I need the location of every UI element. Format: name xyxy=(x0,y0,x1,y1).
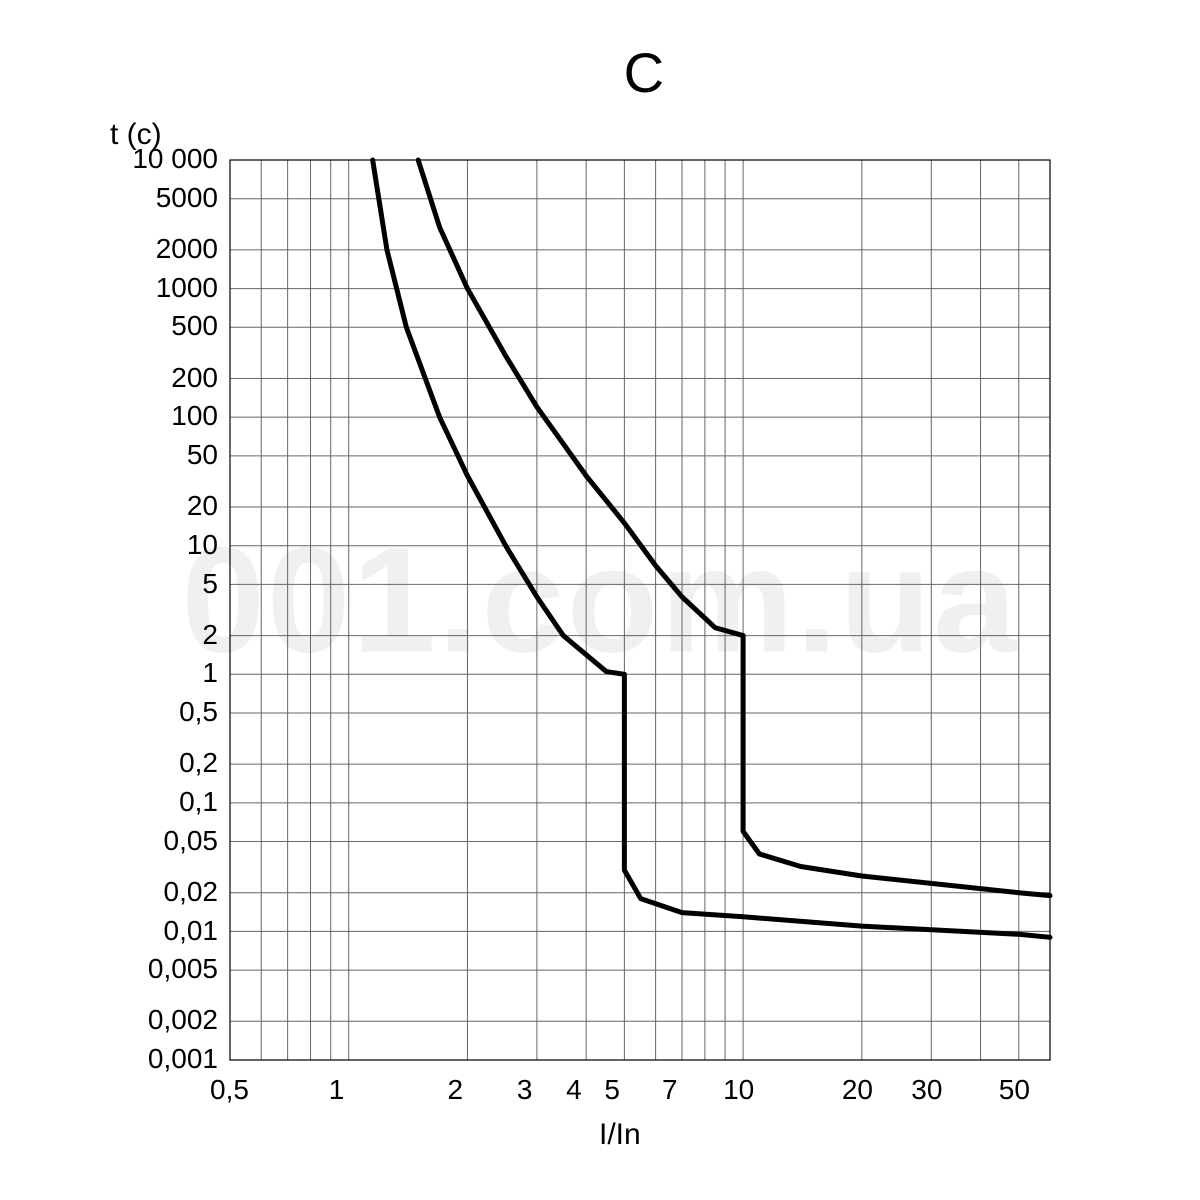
y-tick-label: 2000 xyxy=(156,233,218,265)
x-tick-label: 20 xyxy=(842,1074,873,1106)
y-tick-label: 2 xyxy=(202,619,218,651)
x-tick-label: 7 xyxy=(662,1074,678,1106)
y-tick-label: 0,001 xyxy=(148,1043,218,1075)
y-tick-label: 20 xyxy=(187,490,218,522)
y-tick-label: 50 xyxy=(187,439,218,471)
x-tick-label: 5 xyxy=(604,1074,620,1106)
x-tick-label: 3 xyxy=(517,1074,533,1106)
y-tick-label: 500 xyxy=(171,310,218,342)
y-tick-label: 10 xyxy=(187,529,218,561)
x-tick-label: 30 xyxy=(911,1074,942,1106)
y-tick-label: 0,02 xyxy=(164,876,219,908)
x-tick-label: 50 xyxy=(999,1074,1030,1106)
x-tick-label: 10 xyxy=(723,1074,754,1106)
upper-curve xyxy=(418,160,1050,896)
x-tick-label: 2 xyxy=(447,1074,463,1106)
y-tick-label: 0,002 xyxy=(148,1004,218,1036)
lower-curve xyxy=(373,160,1050,937)
y-tick-label: 0,2 xyxy=(179,747,218,779)
x-tick-label: 0,5 xyxy=(210,1074,249,1106)
y-tick-label: 0,005 xyxy=(148,953,218,985)
y-tick-label: 100 xyxy=(171,400,218,432)
y-tick-label: 10 000 xyxy=(132,143,218,175)
y-tick-label: 0,05 xyxy=(164,825,219,857)
y-tick-label: 1 xyxy=(202,657,218,689)
x-tick-label: 1 xyxy=(329,1074,345,1106)
y-tick-label: 200 xyxy=(171,362,218,394)
y-tick-label: 0,1 xyxy=(179,786,218,818)
y-tick-label: 0,01 xyxy=(164,915,219,947)
y-tick-label: 5 xyxy=(202,568,218,600)
x-tick-label: 4 xyxy=(566,1074,582,1106)
y-tick-label: 0,5 xyxy=(179,696,218,728)
y-tick-label: 1000 xyxy=(156,272,218,304)
y-tick-label: 5000 xyxy=(156,182,218,214)
page: 001.com.ua C t (c) I/In 10 0005000200010… xyxy=(0,0,1200,1200)
